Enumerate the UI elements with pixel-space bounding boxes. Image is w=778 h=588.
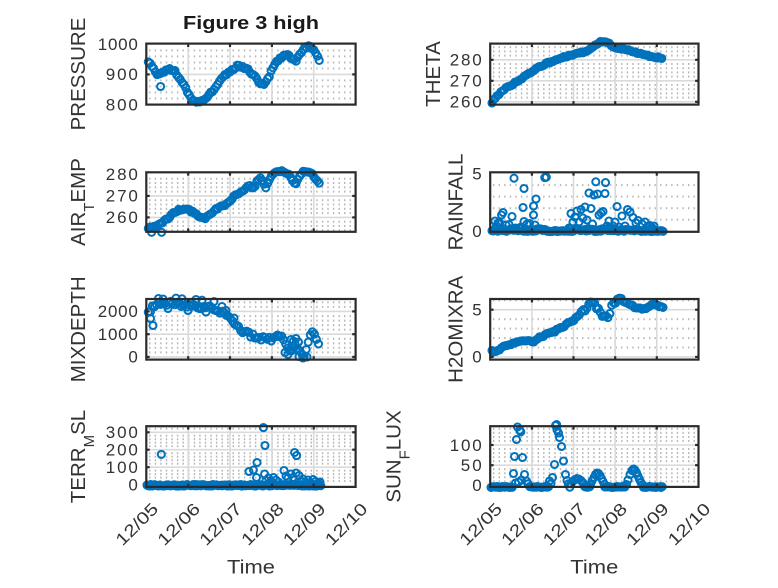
svg-text:280: 280 [450, 51, 482, 70]
svg-text:RAINFALL: RAINFALL [445, 154, 468, 251]
svg-text:0: 0 [128, 475, 137, 494]
svg-text:100: 100 [106, 458, 138, 477]
svg-text:800: 800 [106, 95, 138, 114]
svg-text:2000: 2000 [98, 302, 138, 321]
svg-text:THETA: THETA [422, 41, 445, 107]
svg-text:Time: Time [570, 558, 618, 579]
svg-text:5: 5 [472, 164, 481, 183]
svg-text:Time: Time [227, 558, 275, 579]
svg-text:H2OMIXRA: H2OMIXRA [445, 275, 468, 382]
svg-text:0: 0 [128, 348, 137, 367]
svg-text:280: 280 [106, 165, 138, 184]
svg-text:MIXDEPTH: MIXDEPTH [67, 276, 90, 382]
svg-text:270: 270 [450, 72, 482, 91]
svg-text:PRESSURE: PRESSURE [67, 18, 90, 131]
svg-text:1000: 1000 [98, 35, 138, 54]
svg-text:0: 0 [472, 222, 481, 241]
svg-text:0: 0 [472, 348, 481, 367]
svg-text:260: 260 [450, 93, 482, 112]
svg-text:260: 260 [106, 208, 138, 227]
svg-text:300: 300 [106, 423, 138, 442]
svg-text:200: 200 [106, 441, 138, 460]
svg-text:Figure 3 high: Figure 3 high [183, 13, 319, 33]
svg-text:100: 100 [450, 436, 482, 455]
svg-text:0: 0 [472, 476, 481, 495]
svg-text:SUNF​LUX: SUNF​LUX [383, 410, 414, 503]
svg-text:TERRM​SL: TERRM​SL [67, 410, 98, 503]
svg-text:900: 900 [106, 65, 138, 84]
svg-text:1000: 1000 [98, 325, 138, 344]
svg-text:AIRT​EMP: AIRT​EMP [67, 158, 98, 246]
svg-text:5: 5 [472, 301, 481, 320]
svg-text:270: 270 [106, 187, 138, 206]
